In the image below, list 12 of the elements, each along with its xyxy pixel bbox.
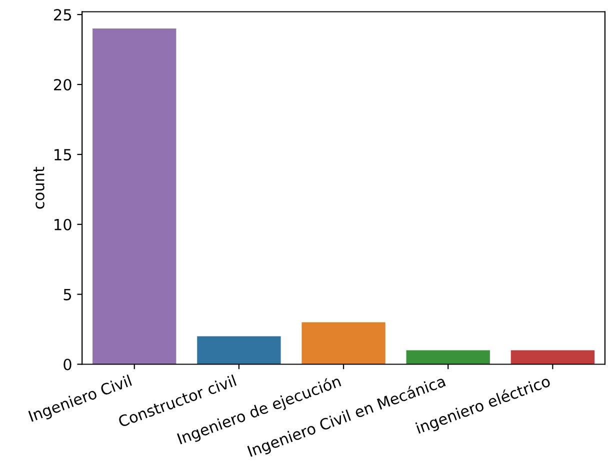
y-tick-label: 15: [54, 149, 72, 160]
bar: [510, 350, 594, 364]
y-tick-label: 0: [64, 358, 72, 370]
bar: [406, 350, 490, 364]
bar: [302, 322, 386, 364]
y-tick-label: 5: [64, 288, 72, 300]
bar: [92, 28, 176, 364]
y-tick-label: 25: [54, 9, 72, 21]
y-tick-label: 10: [54, 218, 72, 230]
y-axis-title: count: [33, 166, 44, 209]
y-tick-label: 20: [54, 78, 72, 91]
bar: [197, 336, 281, 364]
